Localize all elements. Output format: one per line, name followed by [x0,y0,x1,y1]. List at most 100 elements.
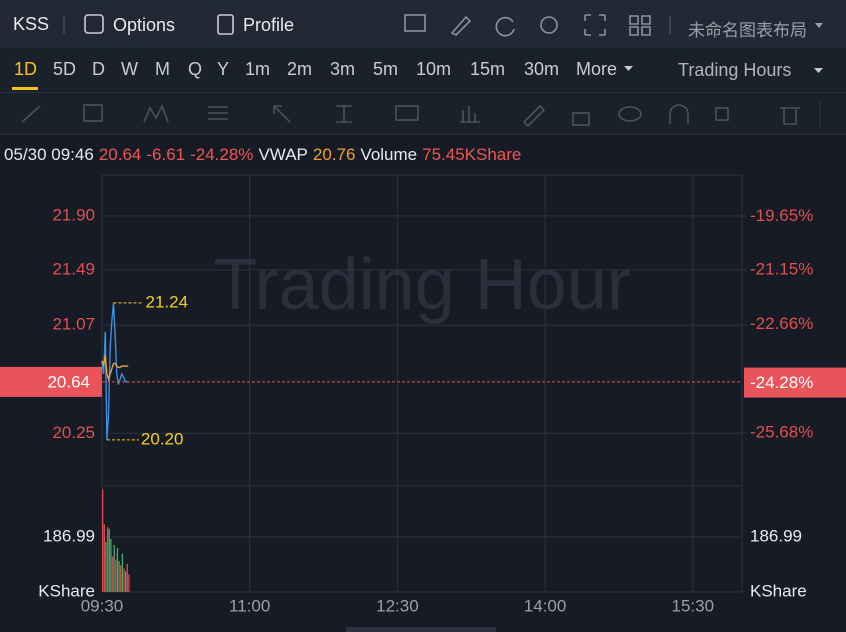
x-tick-label: 09:30 [81,596,124,615]
low-label: 20.20 [141,429,184,448]
price: 20.64 [98,145,142,164]
timeframe-tab[interactable]: 5D [53,59,77,79]
volume-bar [118,561,120,592]
tool[interactable] [143,104,169,123]
tool[interactable] [715,107,729,121]
change: -6.61 [146,145,186,164]
timeframe-tab[interactable]: D [92,59,105,79]
tool[interactable] [669,104,689,124]
timeframe-tab[interactable]: 3m [330,59,356,79]
timeframe-tab[interactable]: W [121,59,138,79]
tool[interactable] [780,107,800,125]
tool[interactable] [83,104,103,122]
tool[interactable] [460,106,480,123]
volume-bar [110,539,112,592]
header-icons [63,14,823,37]
symbol[interactable]: KSS [13,14,50,34]
timeframe-tab[interactable]: 5m [373,59,399,79]
tool[interactable] [618,106,642,122]
active-underline [12,87,38,90]
y2-tick-label: -22.66% [750,314,813,333]
volume-bar [126,564,128,592]
last-pct-tag [744,367,846,398]
timeframe-tab[interactable]: 30m [524,59,560,79]
timeframe-tab[interactable]: 10m [416,59,452,79]
trading-hours-select[interactable]: Trading Hours [678,60,792,80]
y-tick-label: 186.99 [43,526,95,545]
plot-frame [101,174,743,593]
timeframe-tab[interactable]: Q [188,59,203,79]
y2-tick-label: -25.68% [750,422,813,441]
tool[interactable] [336,105,352,123]
volume-bar [123,568,125,592]
tool[interactable] [21,105,41,123]
volume-bar [105,541,107,592]
volume-bar [111,556,114,592]
volume-bar [124,571,127,592]
tool[interactable] [208,106,228,120]
last-pct-label: -24.28% [750,373,813,392]
timeframe-tab[interactable]: 15m [470,59,506,79]
timeframe-tab[interactable]: 2m [287,59,313,79]
volume-bar [113,544,115,592]
last-price-tag [0,366,102,397]
refresh-icon[interactable] [495,16,515,37]
tool[interactable] [522,104,546,128]
tool[interactable] [572,112,590,126]
vwap-label: VWAP [258,145,308,164]
vwap: 20.76 [312,145,356,164]
more-arrow [624,66,633,71]
unit-label: KShare [750,581,807,600]
hours-arrow [814,68,823,73]
timeframe-tab[interactable]: 1m [245,59,271,79]
datetime: 05/30 09:46 [4,145,94,164]
volume-bar [128,574,130,592]
timeframe-tab[interactable]: 1D [14,59,38,79]
volume-label: Volume [360,145,418,164]
y2-tick-label: -19.65% [750,206,813,225]
info-line: 05/30 09:46 20.64 -6.61 -24.28% VWAP 20.76 Vol… [4,145,526,165]
y2-tick-label: -21.15% [750,260,813,279]
volume-bar [115,559,117,592]
layout-icon[interactable] [629,15,651,36]
timeframe-tab[interactable]: M [155,59,170,79]
tool[interactable] [273,105,291,123]
timeframe-tab[interactable]: More [576,59,618,79]
fullscreen-icon[interactable] [584,14,606,36]
volume-bar [116,547,119,592]
volume-bar [121,553,124,592]
options-button[interactable]: Options [113,15,176,35]
x-tick-label: 11:00 [229,596,270,615]
draw-icon[interactable] [450,15,472,36]
price-line [101,355,129,382]
volume-bar [103,524,105,592]
top-bar: KSS Options Profile 未命名图表布局 [0,0,846,48]
profile-icon[interactable] [217,14,234,35]
last-price-label: 20.64 [47,372,90,391]
x-tick-label: 15:30 [671,596,714,615]
scroll-handle[interactable] [346,627,496,632]
options-icon[interactable] [84,14,104,34]
price-line [101,302,129,440]
indicator-icon[interactable] [404,14,426,32]
y2-tick-label: 186.99 [750,526,802,545]
watermark: Trading Hour [213,245,631,325]
y-tick-label: 21.90 [52,205,95,224]
y-tick-label: 20.25 [52,423,95,442]
profile-button[interactable]: Profile [243,15,295,35]
tool[interactable] [395,105,419,121]
volume-bar [102,489,104,592]
drawing-toolbar [0,93,846,135]
y-tick-label: 21.07 [52,315,95,334]
volume-bar [108,528,110,592]
volume-bar [106,527,109,592]
toolbar-icons [21,99,821,128]
unit-label: KShare [38,581,95,600]
layout-arrow[interactable] [815,23,823,28]
layout-select[interactable]: 未命名图表布局 [688,21,807,40]
settings-icon[interactable] [540,16,558,34]
timeframe-tab[interactable]: Y [217,59,230,79]
timeframe-bar: 1D 5D D W M Q Y 1m 2m 3m 5m 10m 15m 30m More Trading Ho… [0,48,846,93]
